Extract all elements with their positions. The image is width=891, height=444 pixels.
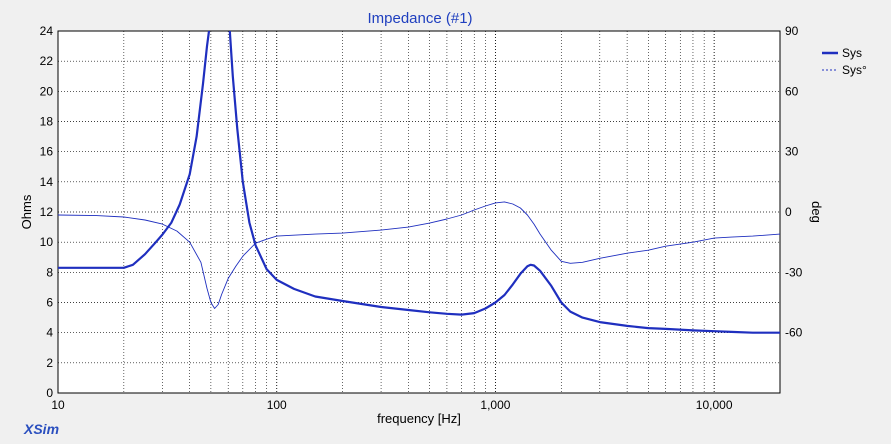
x-tick-label: 1,000 [480, 398, 510, 412]
grid-lines [58, 31, 780, 393]
chart-title: Impedance (#1) [367, 10, 472, 27]
legend: Sys Sys° [822, 46, 867, 77]
y2-tick-label: 60 [785, 84, 799, 98]
x-tick-labels: 10 100 1,000 10,000 [51, 398, 733, 412]
series-lines [57, 30, 781, 334]
y-tick-label: 24 [40, 24, 54, 38]
x-tick-label: 100 [267, 398, 287, 412]
y2-tick-label: 30 [785, 145, 799, 159]
y2-tick-labels: 90 60 30 0 -30 -60 [785, 24, 803, 340]
y-tick-label: 22 [40, 54, 54, 68]
y2-tick-label: -30 [785, 265, 803, 279]
y-tick-label: 12 [40, 205, 54, 219]
y2-axis-label: deg [809, 201, 824, 223]
y-tick-label: 10 [40, 235, 54, 249]
y-tick-label: 16 [40, 145, 54, 159]
x-axis-label: frequency [Hz] [377, 411, 461, 426]
y-tick-label: 14 [40, 175, 54, 189]
y-tick-label: 0 [46, 386, 53, 400]
y-tick-label: 6 [46, 296, 53, 310]
x-tick-label: 10 [51, 398, 65, 412]
y2-tick-label: 0 [785, 205, 792, 219]
y-tick-label: 18 [40, 115, 54, 129]
legend-label-sys: Sys [842, 46, 862, 60]
y-tick-label: 4 [46, 326, 53, 340]
y-axis-label: Ohms [19, 194, 34, 229]
series-line-sys [58, 30, 780, 334]
brand-logo-text: XSim [23, 421, 59, 437]
y-tick-label: 20 [40, 84, 54, 98]
y2-tick-label: 90 [785, 24, 799, 38]
series-line-sys-phase [57, 201, 781, 309]
x-tick-label: 10,000 [696, 398, 733, 412]
y-tick-label: 8 [46, 265, 53, 279]
y2-tick-label: -60 [785, 326, 803, 340]
legend-label-sys-phase: Sys° [842, 63, 867, 77]
y-tick-label: 2 [46, 356, 53, 370]
